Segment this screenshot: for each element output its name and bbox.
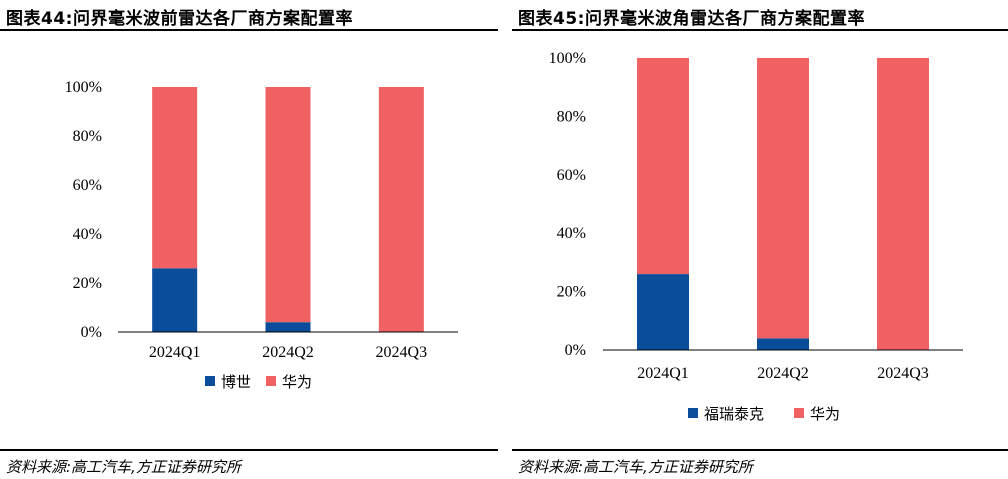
y-tick-label: 100% bbox=[65, 79, 102, 96]
y-tick-label: 40% bbox=[557, 225, 586, 242]
legend-swatch bbox=[794, 408, 804, 418]
y-tick-label: 100% bbox=[549, 50, 586, 67]
bar-huawei-2024q1 bbox=[152, 87, 198, 269]
legend-label: 华为 bbox=[810, 405, 840, 423]
y-tick-label: 0% bbox=[565, 342, 586, 359]
bar-supplier-a-2024q2 bbox=[265, 322, 311, 332]
y-tick-label: 80% bbox=[73, 128, 102, 145]
bottom-rule bbox=[512, 449, 1008, 451]
top-rule bbox=[512, 29, 1008, 31]
y-tick-label: 40% bbox=[73, 226, 102, 243]
source-note: 资料来源:高工汽车,方正证券研究所 bbox=[518, 458, 753, 476]
y-tick-label: 0% bbox=[81, 324, 102, 341]
bottom-rule bbox=[0, 449, 498, 451]
top-rule bbox=[0, 29, 498, 31]
stacked-bar-chart: 0% 20% 40% 60% 80% 100% 2024Q1 2024Q2 2024Q3 福瑞泰克… bbox=[549, 50, 963, 423]
y-tick-label: 20% bbox=[73, 275, 102, 292]
bar-huawei-2024q3 bbox=[877, 58, 929, 350]
legend-label: 华为 bbox=[282, 373, 312, 391]
legend-swatch bbox=[266, 376, 276, 386]
bar-huawei-2024q3 bbox=[378, 87, 424, 332]
y-tick-label: 20% bbox=[557, 284, 586, 301]
legend-swatch bbox=[205, 376, 215, 386]
y-tick-label: 60% bbox=[557, 167, 586, 184]
bar-huawei-2024q2 bbox=[265, 87, 311, 323]
bar-supplier-a-2024q2 bbox=[757, 338, 809, 350]
legend-label: 博世 bbox=[221, 373, 251, 391]
source-note: 资料来源:高工汽车,方正证券研究所 bbox=[6, 458, 241, 476]
stacked-bar-chart: 0% 20% 40% 60% 80% 100% 2024Q1 2024Q2 2024Q3 博世 华为 bbox=[65, 79, 458, 391]
y-tick-label: 80% bbox=[557, 108, 586, 125]
chart-panel-corner-radar: 图表45:问界毫米波角雷达各厂商方案配置率 0% 20% 40% 60% 80% 100%… bbox=[512, 0, 1008, 479]
bar-huawei-2024q1 bbox=[637, 58, 689, 275]
chart-title: 图表45:问界毫米波角雷达各厂商方案配置率 bbox=[518, 9, 865, 29]
x-tick-label: 2024Q2 bbox=[757, 365, 809, 382]
bar-huawei-2024q2 bbox=[757, 58, 809, 339]
x-tick-label: 2024Q1 bbox=[637, 365, 689, 382]
legend-swatch bbox=[688, 408, 698, 418]
x-tick-label: 2024Q3 bbox=[877, 365, 929, 382]
x-tick-label: 2024Q1 bbox=[149, 344, 201, 361]
legend-label: 福瑞泰克 bbox=[704, 405, 764, 423]
chart-title: 图表44:问界毫米波前雷达各厂商方案配置率 bbox=[6, 9, 353, 29]
chart-panel-front-radar: 图表44:问界毫米波前雷达各厂商方案配置率 0% 20% 40% 60% 80% 100%… bbox=[0, 0, 498, 479]
bar-supplier-a-2024q1 bbox=[637, 274, 689, 350]
x-tick-label: 2024Q3 bbox=[376, 344, 428, 361]
bar-supplier-a-2024q1 bbox=[152, 268, 198, 332]
y-tick-label: 60% bbox=[73, 177, 102, 194]
x-tick-label: 2024Q2 bbox=[262, 344, 314, 361]
